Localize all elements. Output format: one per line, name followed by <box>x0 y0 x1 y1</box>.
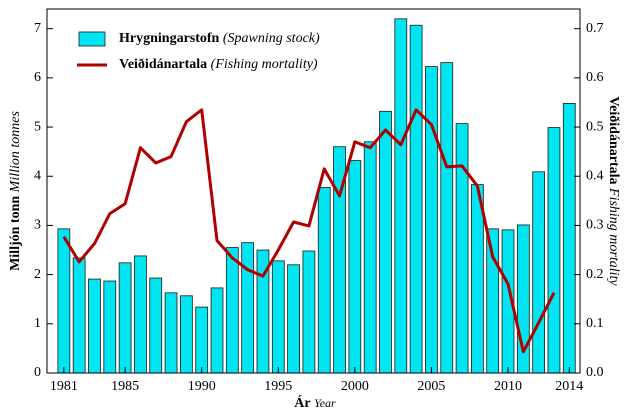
bar <box>57 228 71 374</box>
line <box>62 108 556 354</box>
y2-tick-label: 0.7 <box>586 21 604 36</box>
bar <box>363 141 377 374</box>
y2-axis-label: Veiðidánartala Fishing mortality <box>606 96 622 286</box>
bar <box>287 264 300 374</box>
x-axis-label: Ár Year <box>294 394 336 411</box>
y-tick-label: 3 <box>34 218 41 233</box>
y2-tick-label: 0.1 <box>586 316 604 331</box>
bar <box>225 247 239 374</box>
legend-entry: Veiðidánartala (Fishing mortality) <box>119 56 318 72</box>
x-label: Ár <box>294 394 310 411</box>
y-tick-label: 0 <box>34 365 41 380</box>
legend-swatch <box>78 31 106 47</box>
bar <box>88 278 101 374</box>
bar <box>134 255 147 374</box>
y2-label-en: Fishing mortality <box>606 187 621 286</box>
x-tick-label: 2014 <box>555 379 583 394</box>
legend-entry: Hrygningarstofn (Spawning stock) <box>119 31 320 46</box>
y2-label: Veiðidánartala <box>606 96 622 184</box>
y-tick-label: 4 <box>34 168 41 183</box>
bar <box>379 110 392 374</box>
bar <box>394 18 408 374</box>
x-tick-label: 2005 <box>417 379 445 394</box>
bar <box>103 280 117 374</box>
bar <box>317 187 331 374</box>
plot-frame <box>46 8 581 374</box>
bar <box>562 103 576 374</box>
bar <box>409 24 423 374</box>
y-tick-label: 7 <box>34 21 41 36</box>
bar <box>72 257 86 374</box>
y2-tick-label: 0.6 <box>586 70 604 85</box>
legend-name: Hrygningarstofn <box>119 31 220 46</box>
legend-name: Veiðidánartala <box>119 56 207 72</box>
bar <box>210 287 224 374</box>
legend-name-en: (Fishing mortality) <box>211 57 318 72</box>
legend-name-en: (Spawning stock) <box>223 31 320 46</box>
bar <box>471 184 484 374</box>
bar <box>532 171 546 374</box>
y2-tick-label: 0.4 <box>586 168 604 183</box>
bar <box>547 127 561 374</box>
x-tick-label: 1985 <box>111 379 139 394</box>
y2-tick-label: 0.3 <box>586 218 604 233</box>
y2-tick-label: 0.2 <box>586 267 604 282</box>
x-tick-label: 2010 <box>494 379 522 394</box>
x-tick-label: 1990 <box>188 379 216 394</box>
x-label-en: Year <box>314 396 336 410</box>
x-tick-label: 1981 <box>50 379 78 394</box>
bar <box>118 262 132 374</box>
y-tick-label: 1 <box>34 316 41 331</box>
bar <box>164 292 178 374</box>
y-tick-label: 5 <box>34 119 41 134</box>
x-tick-label: 1995 <box>264 379 292 394</box>
bar <box>271 260 285 374</box>
x-tick-label: 2000 <box>341 379 369 394</box>
y-tick-label: 6 <box>34 70 41 85</box>
y-tick-label: 2 <box>34 267 41 282</box>
bar <box>425 66 438 374</box>
bar <box>348 160 362 374</box>
bar <box>455 123 469 374</box>
bar <box>440 62 454 374</box>
bar <box>195 306 209 374</box>
bar <box>241 242 255 374</box>
y-label-en: Million tonnes <box>8 111 23 194</box>
y2-tick-label: 0.0 <box>586 365 604 380</box>
y-axis-label: Milljón tonn Million tonnes <box>8 111 23 271</box>
y-label: Milljón tonn <box>8 196 23 271</box>
bar <box>180 295 193 374</box>
y2-tick-label: 0.5 <box>586 119 604 134</box>
bar <box>149 277 163 374</box>
bar <box>302 250 316 374</box>
